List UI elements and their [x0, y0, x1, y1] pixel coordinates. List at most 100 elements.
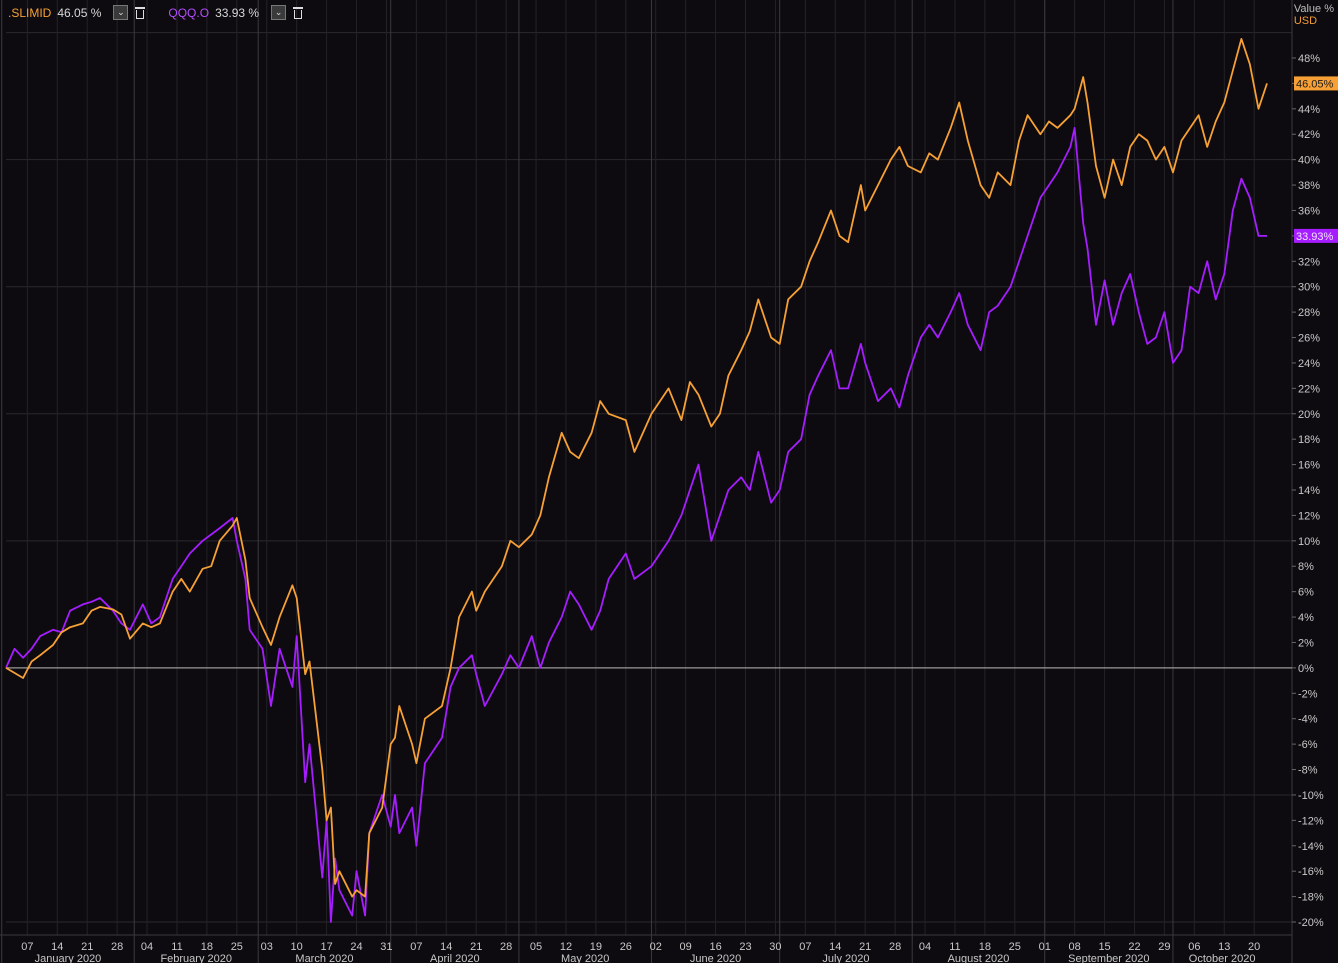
y-tick-label: 40%	[1298, 155, 1320, 167]
y-tick-label: 14%	[1298, 485, 1320, 497]
x-tick-label: 28	[500, 941, 512, 953]
series-line-2	[5, 127, 1267, 923]
y-tick-label: 24%	[1298, 358, 1320, 370]
x-tick-label: 05	[530, 941, 542, 953]
x-tick-label: 26	[620, 941, 632, 953]
x-tick-label: 28	[111, 941, 123, 953]
month-label: February 2020	[160, 953, 232, 963]
x-tick-label: 14	[51, 941, 63, 953]
last-value-box	[1294, 228, 1338, 243]
x-tick-label: 20	[1248, 941, 1260, 953]
x-tick-label: 16	[709, 941, 721, 953]
y-tick-label: 48%	[1298, 53, 1320, 65]
x-tick-label: 14	[440, 941, 452, 953]
y-tick-label: 16%	[1298, 460, 1320, 472]
x-tick-label: 24	[350, 941, 362, 953]
x-tick-label: 08	[1069, 941, 1081, 953]
month-label: June 2020	[690, 953, 741, 963]
y-tick-label: 42%	[1298, 129, 1320, 141]
month-label: March 2020	[295, 953, 353, 963]
x-tick-label: 21	[470, 941, 482, 953]
x-tick-label: 19	[590, 941, 602, 953]
x-tick-label: 09	[680, 941, 692, 953]
x-tick-label: 25	[1009, 941, 1021, 953]
y-tick-label: 4%	[1298, 612, 1314, 624]
month-label: January 2020	[35, 953, 102, 963]
x-tick-label: 21	[81, 941, 93, 953]
y-tick-label: 2%	[1298, 637, 1314, 649]
y-tick-label: -12%	[1298, 815, 1324, 827]
y-tick-label: 36%	[1298, 205, 1320, 217]
trash-icon[interactable]	[134, 6, 146, 19]
trash-icon[interactable]	[292, 6, 304, 19]
month-label: May 2020	[561, 953, 609, 963]
y-tick-label: 30%	[1298, 282, 1320, 294]
last-value-box	[1294, 76, 1338, 91]
y-tick-label: 0%	[1298, 663, 1314, 675]
y-tick-label: 18%	[1298, 434, 1320, 446]
x-tick-label: 18	[979, 941, 991, 953]
legend-series1-value: 46.05 %	[57, 5, 102, 20]
y-tick-label: 26%	[1298, 333, 1320, 345]
x-tick-label: 04	[141, 941, 153, 953]
y-tick-label: 6%	[1298, 587, 1314, 599]
series-line-1	[5, 38, 1268, 898]
x-tick-label: 22	[1128, 941, 1140, 953]
y-tick-label: -4%	[1298, 714, 1318, 726]
axis-unit: Value % USD	[1294, 3, 1334, 27]
x-tick-label: 03	[261, 941, 273, 953]
month-label: April 2020	[430, 953, 480, 963]
x-tick-label: 29	[1158, 941, 1170, 953]
series-lines	[5, 38, 1268, 923]
x-tick-label: 13	[1218, 941, 1230, 953]
y-tick-label: 44%	[1298, 104, 1320, 116]
y-tick-label: 10%	[1298, 536, 1320, 548]
last-value-labels: 46.05% 33.93%	[1294, 76, 1338, 243]
x-tick-label: 21	[859, 941, 871, 953]
y-tick-label: -10%	[1298, 790, 1324, 802]
y-tick-label: 20%	[1298, 409, 1320, 421]
x-tick-label: 04	[919, 941, 931, 953]
x-tick-label: 01	[1039, 941, 1051, 953]
x-tick-label: 06	[1188, 941, 1200, 953]
x-tick-label: 02	[650, 941, 662, 953]
y-tick-label: -8%	[1298, 765, 1318, 777]
x-tick-label: 07	[799, 941, 811, 953]
month-label: August 2020	[948, 953, 1010, 963]
legend-series2-name[interactable]: QQQ.O	[168, 5, 210, 20]
x-tick-label: 12	[560, 941, 572, 953]
y-tick-label: 38%	[1298, 180, 1320, 192]
x-tick-label: 07	[21, 941, 33, 953]
y-tick-label: 12%	[1298, 510, 1320, 522]
legend: .SLIMID 46.05 % ⌄ QQQ.O 33.93 % ⌄	[8, 5, 326, 20]
last-value-label: 33.93%	[1296, 231, 1334, 243]
chevron-down-icon[interactable]: ⌄	[113, 5, 129, 20]
x-tick-label: 07	[410, 941, 422, 953]
x-tick-label: 31	[380, 941, 392, 953]
month-label: October 2020	[1189, 953, 1256, 963]
grid	[0, 0, 1293, 963]
x-tick-label: 17	[320, 941, 332, 953]
x-tick-label: 11	[949, 941, 960, 953]
y-tick-label: 32%	[1298, 256, 1320, 268]
y-tick-label: -2%	[1298, 688, 1318, 700]
x-tick-label: 11	[171, 941, 182, 953]
x-tick-label: 23	[739, 941, 751, 953]
x-tick-label: 10	[291, 941, 303, 953]
month-label: July 2020	[822, 953, 869, 963]
x-tick-label: 28	[889, 941, 901, 953]
y-tick-label: -14%	[1298, 841, 1324, 853]
x-tick-label: 15	[1098, 941, 1110, 953]
y-tick-label: -20%	[1298, 917, 1324, 929]
y-tick-label: 28%	[1298, 307, 1320, 319]
last-value-label: 46.05%	[1296, 78, 1334, 90]
chevron-down-icon[interactable]: ⌄	[271, 5, 287, 20]
x-tick-label: 18	[201, 941, 213, 953]
legend-series1-name[interactable]: .SLIMID	[8, 5, 52, 20]
y-tick-label: -6%	[1298, 739, 1318, 751]
y-axis: 48%46%44%42%40%38%36%34%32%30%28%26%24%2…	[1292, 53, 1324, 929]
x-tick-label: 25	[231, 941, 243, 953]
axis-unit-currency: USD	[1293, 15, 1318, 27]
